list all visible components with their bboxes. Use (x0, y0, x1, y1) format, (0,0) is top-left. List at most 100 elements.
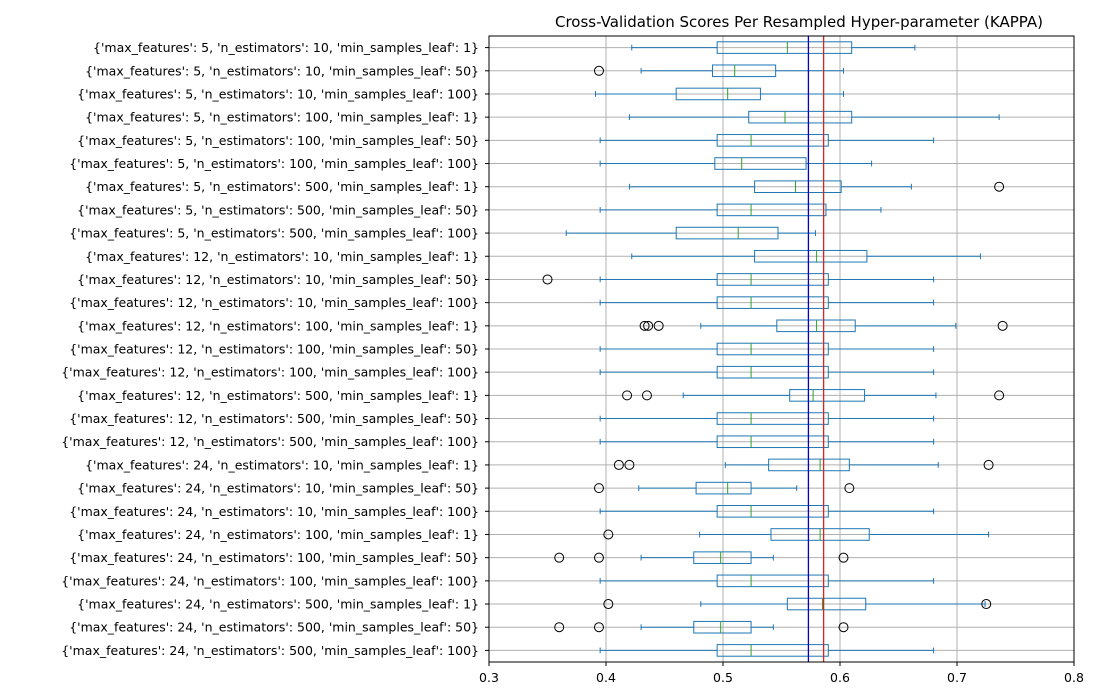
category-label: {'max_features': 12, 'n_estimators': 500… (61, 434, 479, 449)
category-label: {'max_features': 12, 'n_estimators': 10,… (85, 249, 479, 264)
category-label: {'max_features': 12, 'n_estimators': 500… (69, 411, 479, 426)
reference-lines (807, 36, 825, 662)
category-label: {'max_features': 5, 'n_estimators': 100,… (85, 110, 479, 125)
category-label: {'max_features': 24, 'n_estimators': 10,… (69, 504, 479, 519)
box-item (599, 296, 935, 309)
box (675, 226, 779, 240)
outlier-point (639, 320, 650, 331)
outlier-point (593, 483, 604, 494)
x-axis: 0.3 0.4 0.5 0.6 0.7 0.8 (479, 662, 1084, 685)
box-item (599, 203, 882, 217)
outlier-point (994, 390, 1005, 401)
box-item (593, 481, 855, 495)
outlier-point (641, 390, 652, 401)
box (693, 620, 752, 634)
category-label: {'max_features': 24, 'n_estimators': 500… (77, 597, 479, 612)
category-label: {'max_features': 12, 'n_estimators': 10,… (77, 272, 479, 287)
outlier-point (613, 459, 624, 470)
box-item (554, 620, 849, 634)
outlier-point (554, 552, 565, 563)
category-label: {'max_features': 12, 'n_estimators': 100… (77, 318, 479, 333)
category-label: {'max_features': 24, 'n_estimators': 10,… (85, 457, 479, 472)
outlier-point (653, 320, 664, 331)
outlier-point (603, 599, 614, 610)
outlier-point (838, 622, 849, 633)
x-tick-label: 0.7 (947, 670, 967, 685)
box (695, 481, 752, 495)
outlier-point (838, 552, 849, 563)
box (716, 644, 829, 657)
outlier-point (844, 483, 855, 494)
box (675, 87, 761, 101)
category-label: {'max_features': 24, 'n_estimators': 500… (61, 643, 479, 658)
box-item (622, 389, 1005, 402)
box-item (631, 249, 981, 263)
box-item (599, 134, 935, 147)
outlier-point (603, 529, 614, 540)
x-tick-label: 0.5 (713, 670, 733, 685)
box (714, 157, 807, 170)
category-label: {'max_features': 5, 'n_estimators': 500,… (69, 226, 479, 241)
x-tick-label: 0.3 (479, 670, 499, 685)
category-label: {'max_features': 5, 'n_estimators': 500,… (77, 202, 479, 217)
category-label: {'max_features': 24, 'n_estimators': 100… (77, 527, 479, 542)
box-item (593, 64, 845, 78)
category-label: {'max_features': 12, 'n_estimators': 500… (77, 388, 479, 403)
grid-lines (488, 36, 1075, 662)
box-item (599, 342, 935, 356)
box (776, 319, 856, 333)
box (716, 273, 829, 286)
box (716, 505, 829, 518)
box-item (631, 41, 916, 54)
box (716, 365, 829, 379)
outlier-point (622, 390, 633, 401)
box-item (599, 412, 935, 425)
box-item (603, 597, 992, 611)
box-item (628, 110, 1000, 124)
box (716, 134, 829, 147)
outlier-point (994, 181, 1005, 192)
outlier-point (643, 320, 654, 331)
box (754, 249, 868, 263)
box (716, 412, 829, 425)
category-label: {'max_features': 12, 'n_estimators': 100… (69, 342, 479, 357)
box-item (565, 226, 816, 240)
box (716, 203, 827, 217)
category-label: {'max_features': 24, 'n_estimators': 100… (61, 573, 479, 588)
outlier-point (997, 320, 1008, 331)
x-tick-label: 0.4 (596, 670, 616, 685)
outlier-point (593, 622, 604, 633)
category-label: {'max_features': 24, 'n_estimators': 500… (69, 620, 479, 635)
chart-title: Cross-Validation Scores Per Resampled Hy… (555, 13, 1043, 31)
box-item (599, 365, 935, 379)
box (716, 435, 829, 449)
box-item (599, 505, 935, 518)
box-item (639, 319, 1008, 333)
box (716, 342, 829, 356)
outlier-point (624, 459, 635, 470)
category-label: {'max_features': 24, 'n_estimators': 10,… (77, 481, 479, 496)
box (748, 110, 853, 124)
outlier-point (554, 622, 565, 633)
box-series (542, 41, 1008, 657)
box (711, 64, 777, 78)
box (786, 597, 867, 611)
box (789, 389, 866, 402)
box-item (628, 180, 1005, 194)
outlier-point (593, 65, 604, 76)
box (754, 180, 842, 194)
box-item (554, 551, 849, 564)
category-label: {'max_features': 12, 'n_estimators': 100… (61, 365, 479, 380)
category-label: {'max_features': 5, 'n_estimators': 10, … (77, 86, 479, 101)
category-label: {'max_features': 5, 'n_estimators': 100,… (77, 133, 479, 148)
box-item (599, 644, 935, 657)
box (716, 41, 853, 54)
x-tick-label: 0.8 (1064, 670, 1084, 685)
y-axis: {'max_features': 5, 'n_estimators': 10, … (61, 40, 489, 658)
outlier-point (593, 552, 604, 563)
category-label: {'max_features': 5, 'n_estimators': 500,… (85, 179, 479, 194)
category-label: {'max_features': 5, 'n_estimators': 10, … (93, 40, 479, 55)
outlier-point (542, 274, 553, 285)
box-item (599, 435, 935, 449)
